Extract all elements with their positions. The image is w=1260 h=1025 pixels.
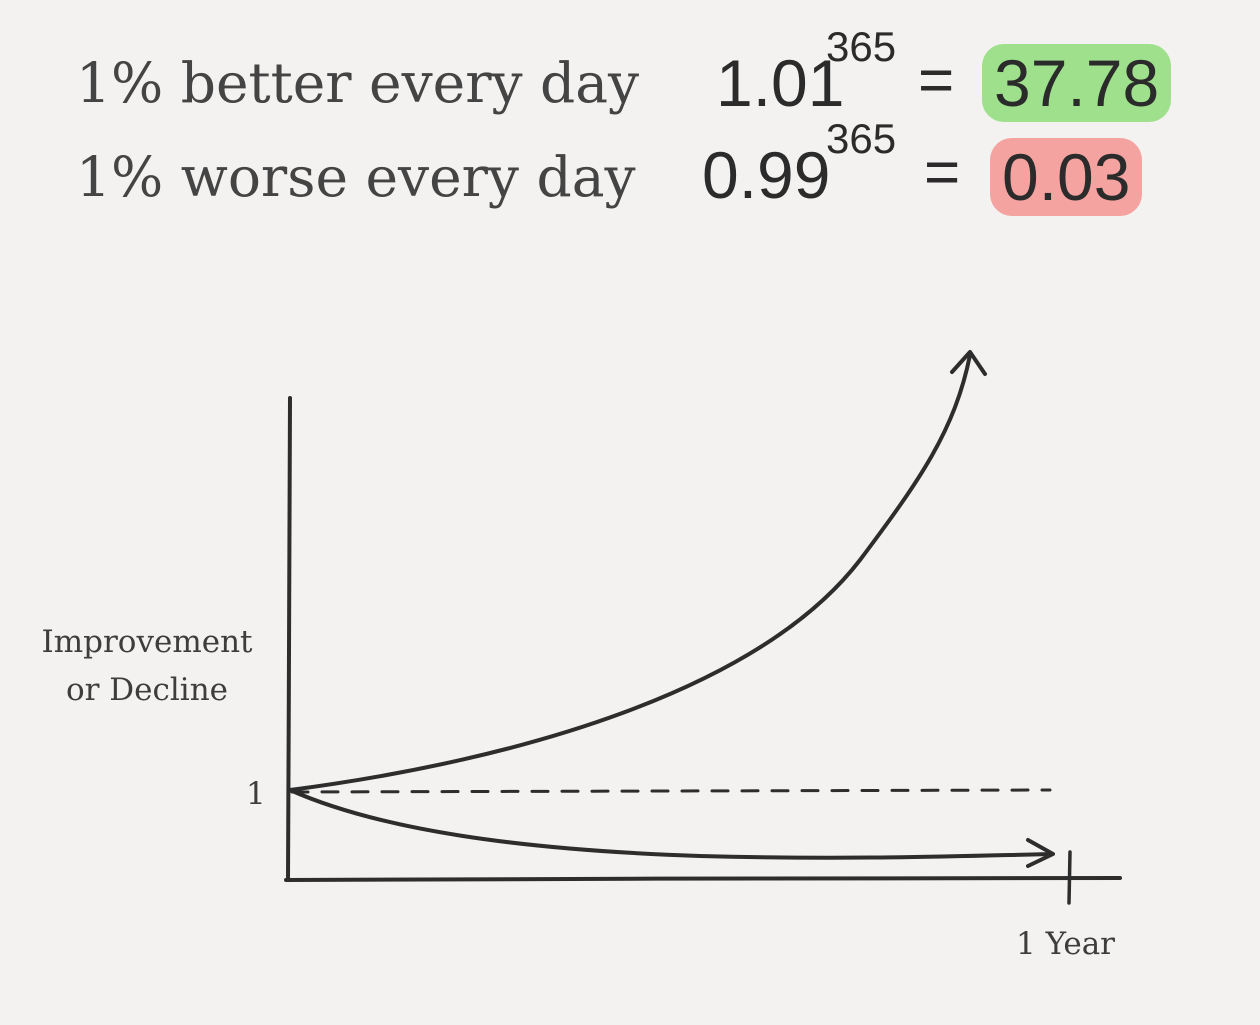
worse-label: 1% worse every day	[76, 145, 636, 209]
better-result: 37.78	[982, 44, 1172, 122]
improvement-curve	[288, 353, 972, 792]
y-axis-label-line1: Improvement	[41, 624, 253, 660]
improvement-arrowhead	[950, 350, 987, 376]
x-tick-label: 1 Year	[1016, 926, 1115, 962]
x-axis	[284, 876, 1122, 882]
decline-curve	[288, 788, 1054, 860]
y-axis-label: Improvement or Decline	[32, 618, 262, 714]
diagram-strokes	[284, 350, 1122, 905]
worse-equals: =	[924, 138, 961, 207]
worse-base: 0.99	[702, 138, 831, 212]
y-tick-label: 1	[246, 776, 266, 812]
worse-result: 0.03	[990, 138, 1143, 216]
better-equals: =	[918, 46, 955, 115]
y-axis-label-line2: or Decline	[65, 672, 229, 709]
decline-arrowhead	[1026, 838, 1055, 868]
baseline-dashed	[290, 788, 1052, 794]
year-tick	[1067, 850, 1072, 905]
y-axis	[286, 396, 292, 882]
better-label: 1% better every day	[76, 51, 640, 115]
better-exponent: 365	[826, 23, 897, 70]
worse-exponent: 365	[826, 115, 897, 162]
better-base: 1.01	[716, 46, 845, 120]
